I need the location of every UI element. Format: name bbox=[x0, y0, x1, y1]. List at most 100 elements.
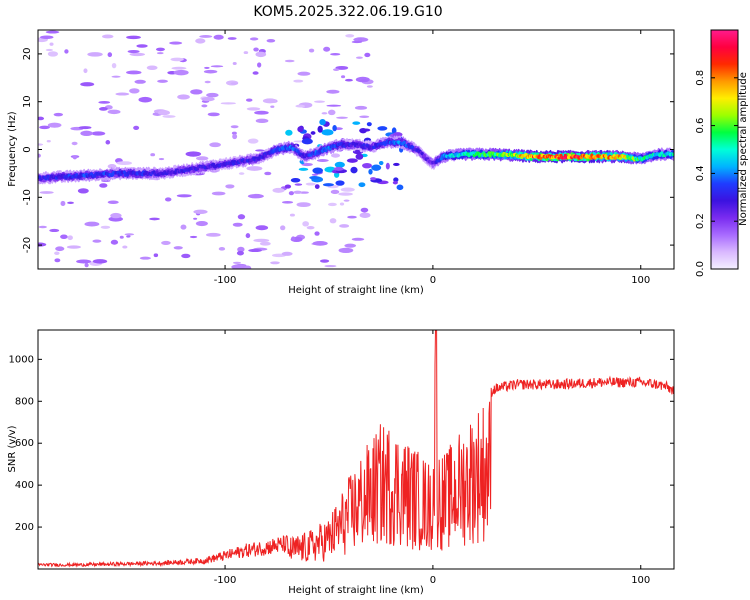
x-tick-label: 0 bbox=[430, 275, 436, 286]
spectral-blob bbox=[246, 107, 261, 111]
spectral-blob bbox=[364, 52, 371, 58]
spectral-blob bbox=[309, 175, 320, 180]
spectral-blob bbox=[359, 115, 370, 119]
snr-ticks: -100 0 100 200 400 600 800 1000 bbox=[9, 330, 674, 586]
spectrogram-marks bbox=[38, 30, 674, 269]
spectral-blob bbox=[107, 200, 119, 204]
spectrogram-xlabel: Height of straight line (km) bbox=[288, 285, 424, 296]
spectral-blob bbox=[195, 38, 206, 44]
colorbar-tick-label: 0.6 bbox=[695, 118, 706, 134]
spectral-blob bbox=[60, 234, 68, 240]
spectral-blob bbox=[47, 51, 59, 57]
spectral-blob bbox=[77, 188, 89, 194]
spectral-blob bbox=[270, 105, 275, 108]
spectral-blob bbox=[84, 262, 89, 268]
spectral-blob bbox=[45, 48, 54, 52]
spectral-blob bbox=[335, 180, 345, 186]
spectral-blob bbox=[259, 241, 271, 246]
spectral-blob bbox=[330, 52, 341, 56]
spectral-blob bbox=[266, 38, 276, 43]
y-tick-label: 600 bbox=[15, 438, 34, 449]
spectrogram-ylabel: Frequency (Hz) bbox=[7, 111, 18, 187]
spectral-blob bbox=[378, 160, 384, 166]
ridge-segment bbox=[324, 148, 328, 153]
spectral-blob bbox=[354, 105, 368, 110]
spectral-blob bbox=[293, 190, 303, 194]
colorbar-tick-label: 0.0 bbox=[695, 261, 706, 277]
spectral-blob bbox=[247, 138, 259, 144]
spectral-blob bbox=[91, 131, 106, 136]
spectral-blob bbox=[338, 247, 354, 253]
spectral-blob bbox=[396, 184, 404, 191]
spectral-blob bbox=[138, 96, 153, 103]
spectral-blob bbox=[323, 46, 331, 52]
spectral-blob bbox=[46, 140, 51, 143]
spectral-blob bbox=[253, 238, 270, 243]
ridge-segment bbox=[362, 143, 366, 147]
spectral-blob bbox=[101, 34, 114, 39]
spectral-blob bbox=[72, 155, 78, 160]
spectral-blob bbox=[111, 75, 121, 78]
snr-xlabel: Height of straight line (km) bbox=[288, 585, 424, 596]
spectral-blob bbox=[341, 75, 346, 79]
spectral-blob bbox=[246, 98, 253, 102]
spectral-blob bbox=[126, 70, 142, 75]
spectral-blob bbox=[171, 66, 187, 70]
spectral-blob bbox=[312, 167, 323, 174]
spectral-blob bbox=[64, 49, 69, 54]
spectral-blob bbox=[321, 112, 328, 115]
spectral-blob bbox=[246, 166, 263, 171]
spectral-blob bbox=[254, 110, 269, 115]
spectral-blob bbox=[340, 187, 355, 192]
spectral-blob bbox=[156, 52, 164, 55]
spectral-blob bbox=[39, 191, 54, 194]
spectral-blob bbox=[153, 253, 159, 258]
x-tick-label: 100 bbox=[631, 275, 650, 286]
spectral-blob bbox=[319, 119, 326, 126]
spectral-blob bbox=[225, 184, 235, 189]
spectral-blob bbox=[99, 183, 108, 188]
y-tick-label: -10 bbox=[22, 189, 33, 205]
spectral-blob bbox=[173, 69, 189, 76]
spectral-blob bbox=[38, 242, 47, 247]
spectral-blob bbox=[87, 52, 103, 57]
spectral-blob bbox=[339, 202, 345, 206]
spectral-blob bbox=[205, 232, 221, 237]
spectral-blob bbox=[393, 162, 400, 166]
spectral-blob bbox=[129, 52, 146, 57]
spectral-blob bbox=[298, 167, 309, 171]
spectral-blob bbox=[84, 221, 100, 227]
spectral-blob bbox=[211, 191, 226, 196]
spectral-blob bbox=[110, 212, 122, 219]
spectral-blob bbox=[289, 213, 295, 217]
spectral-blob bbox=[38, 143, 44, 146]
spectral-blob bbox=[155, 47, 165, 52]
colorbar-tick-label: 0.8 bbox=[695, 70, 706, 86]
spectral-blob bbox=[252, 71, 259, 75]
ridge-segment bbox=[48, 177, 52, 181]
spectral-blob bbox=[177, 94, 190, 100]
spectral-blob bbox=[38, 225, 47, 229]
spectral-blob bbox=[324, 264, 337, 268]
spectral-blob bbox=[281, 251, 293, 256]
spectral-blob bbox=[127, 49, 140, 54]
spectral-blob bbox=[193, 209, 208, 214]
spectral-blob bbox=[245, 233, 251, 239]
spectral-blob bbox=[313, 100, 326, 103]
spectral-blob bbox=[358, 182, 366, 188]
spectral-blob bbox=[107, 164, 117, 169]
spectral-blob bbox=[185, 151, 202, 157]
spectral-blob bbox=[207, 112, 220, 117]
spectral-blob bbox=[126, 235, 131, 238]
spectral-blob bbox=[136, 44, 148, 48]
spectral-blob bbox=[255, 51, 267, 58]
spectral-blob bbox=[66, 245, 81, 249]
spectral-blob bbox=[284, 59, 295, 63]
spectral-blob bbox=[146, 65, 158, 71]
spectral-blob bbox=[230, 82, 239, 85]
spectral-blob bbox=[204, 80, 211, 84]
spectral-blob bbox=[237, 214, 246, 220]
spectral-blob bbox=[115, 92, 130, 96]
snr-ylabel: SNR (v/v) bbox=[7, 425, 18, 472]
